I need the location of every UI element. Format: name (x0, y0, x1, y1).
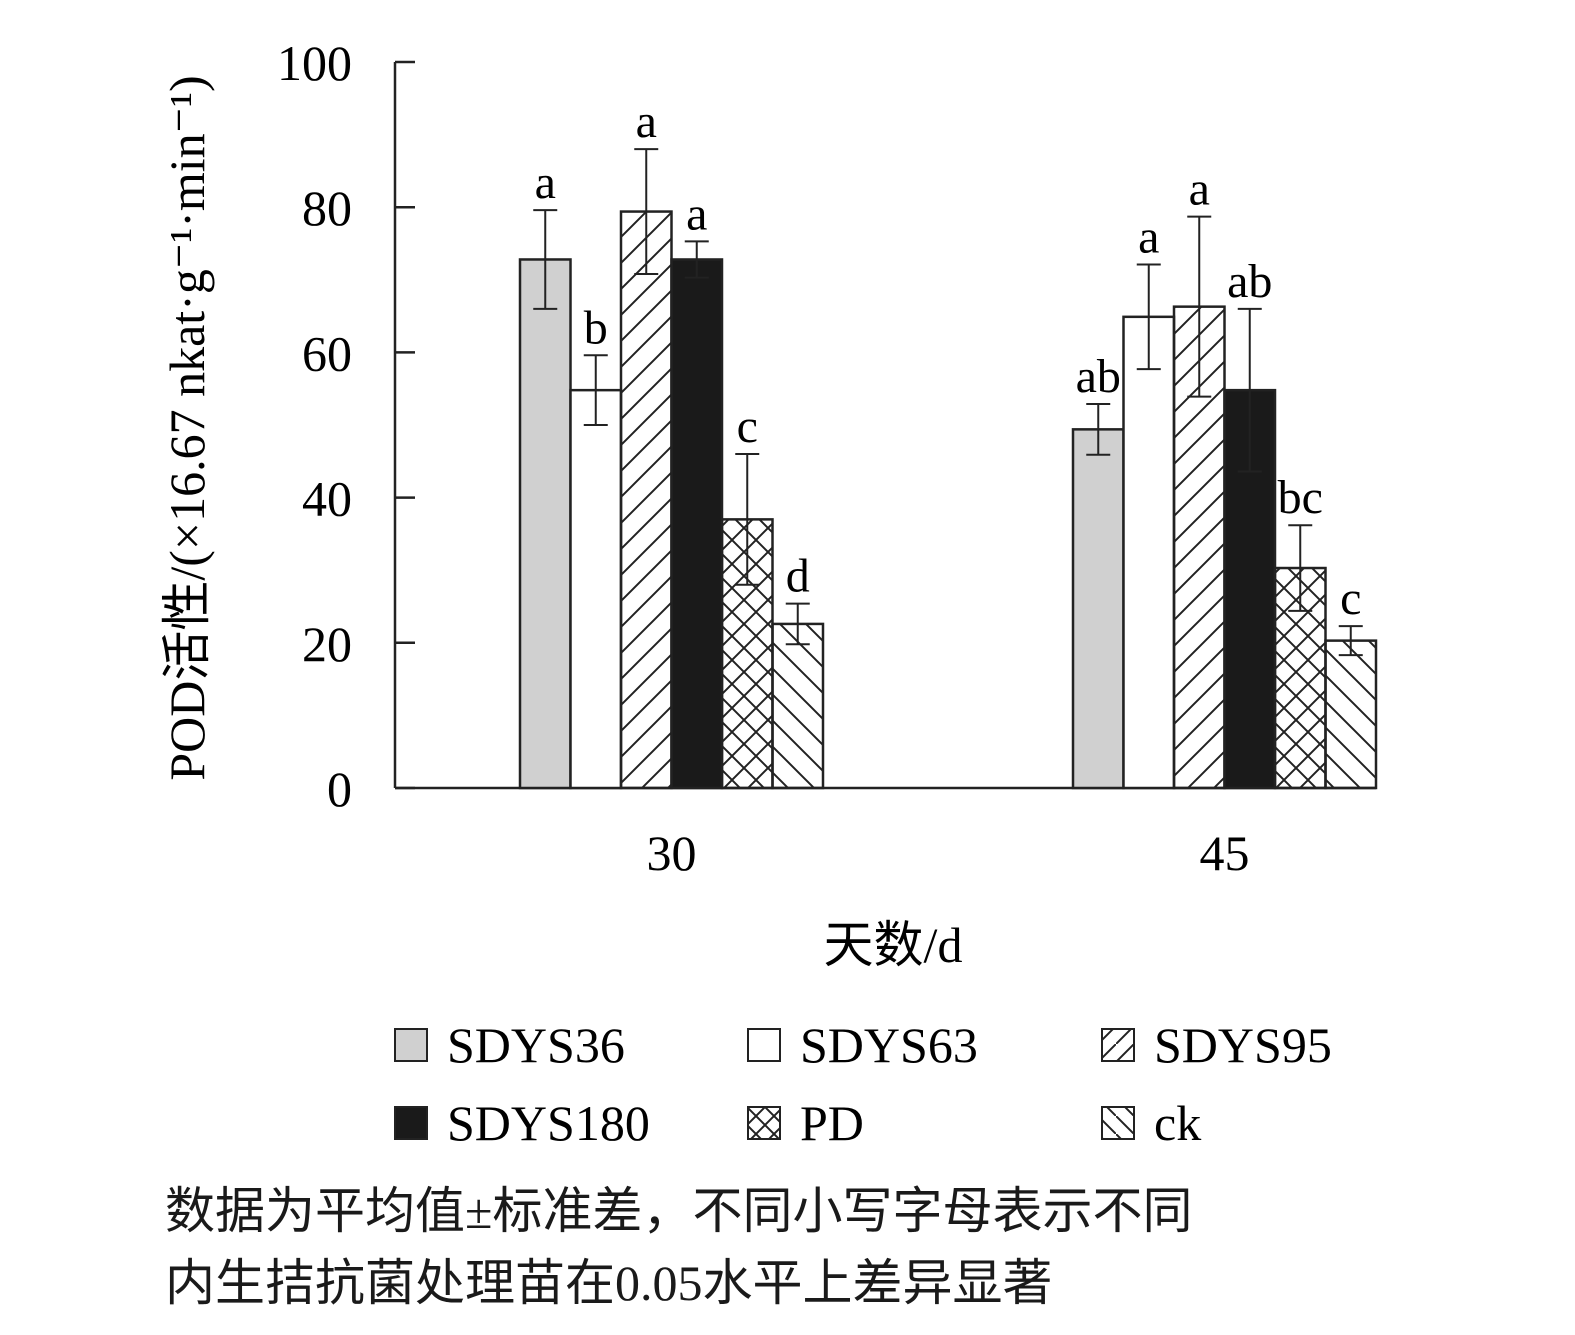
bar (520, 259, 571, 788)
legend-swatch (395, 1107, 427, 1139)
chart: POD活性/(×16.67 nkat·g⁻¹·min⁻¹) 天数/d 0 20 40… (0, 0, 1575, 1180)
significance-letter: a (1138, 211, 1159, 264)
legend-swatch (395, 1029, 427, 1061)
significance-letter: c (737, 400, 758, 453)
legend-label: PD (800, 1095, 864, 1151)
significance-letter: c (1340, 572, 1361, 625)
y-tick-label: 0 (327, 761, 352, 817)
significance-letter: a (535, 156, 556, 209)
significance-letter: d (786, 550, 810, 603)
legend-swatch (1102, 1029, 1134, 1061)
legend-swatch (1102, 1107, 1134, 1139)
bar (1326, 641, 1377, 788)
x-axis-label: 天数/d (824, 917, 963, 973)
significance-letter: bc (1278, 471, 1323, 524)
x-tick-label: 30 (647, 825, 697, 881)
caption-line-1: 数据为平均值±标准差，不同小写字母表示不同 (165, 1180, 1525, 1242)
bar (571, 390, 622, 788)
y-tick-label: 100 (277, 35, 352, 91)
caption-line-2: 内生拮抗菌处理苗在0.05水平上差异显著 (165, 1252, 1525, 1314)
legend: SDYS36 SDYS63 SDYS95 SDYS180 PD ck (395, 1017, 1332, 1151)
y-tick-label: 80 (302, 180, 352, 236)
legend-label: SDYS95 (1154, 1017, 1332, 1073)
significance-letter: a (1189, 163, 1210, 216)
significance-letter: a (636, 95, 657, 148)
y-tick-label: 40 (302, 471, 352, 527)
significance-letter: a (686, 187, 707, 240)
y-axis-label: POD活性/(×16.67 nkat·g⁻¹·min⁻¹) (159, 75, 215, 780)
legend-swatch (748, 1029, 780, 1061)
significance-letter: b (584, 301, 608, 354)
bar (1073, 429, 1124, 788)
bar (773, 624, 824, 788)
x-tick-label: 45 (1200, 825, 1250, 881)
legend-swatch (748, 1107, 780, 1139)
legend-label: SDYS180 (447, 1095, 650, 1151)
bar (1124, 317, 1175, 788)
bar (621, 212, 672, 788)
legend-label: ck (1154, 1095, 1201, 1151)
legend-label: SDYS63 (800, 1017, 978, 1073)
y-tick-label: 60 (302, 325, 352, 381)
bar (672, 259, 723, 788)
legend-label: SDYS36 (447, 1017, 625, 1073)
significance-letter: ab (1227, 255, 1272, 308)
significance-letter: ab (1076, 350, 1121, 403)
y-tick-label: 20 (302, 616, 352, 672)
